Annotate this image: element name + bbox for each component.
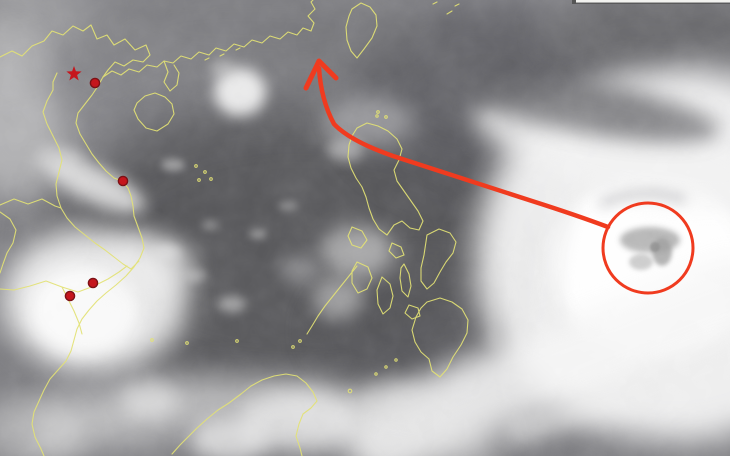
forecast-track-line bbox=[316, 65, 611, 230]
islands-paracel bbox=[194, 164, 213, 182]
island-luzon bbox=[347, 122, 424, 236]
city-dot-marker bbox=[117, 175, 129, 187]
peninsula-leizhou bbox=[163, 60, 180, 92]
coastline-borders bbox=[0, 0, 469, 456]
track-arrowhead-icon bbox=[303, 58, 339, 91]
border-china-vietnam bbox=[0, 24, 151, 78]
island-palawan bbox=[306, 265, 358, 335]
city-dot-marker bbox=[87, 277, 99, 289]
island-cebu bbox=[399, 263, 412, 298]
city-dot-marker bbox=[89, 77, 101, 89]
top-edge-artifact bbox=[572, 0, 730, 4]
city-dot-marker bbox=[64, 290, 76, 302]
islands-sulu bbox=[291, 339, 398, 376]
islands-south-sea bbox=[150, 338, 353, 394]
coastal-islets bbox=[204, 1, 460, 61]
islands-batanes bbox=[375, 110, 388, 119]
coast-gulf-of-thailand bbox=[0, 211, 17, 274]
island-hainan bbox=[133, 92, 175, 132]
star-marker bbox=[66, 66, 82, 81]
coast-vietnam bbox=[31, 76, 145, 456]
island-mindoro bbox=[347, 226, 368, 249]
coast-south-china bbox=[102, 0, 316, 78]
border-laos bbox=[42, 72, 140, 270]
island-masbate bbox=[388, 242, 405, 259]
typhoon-eye-circle bbox=[601, 201, 695, 295]
coast-borneo bbox=[171, 373, 318, 456]
typhoon-annotation-layer bbox=[303, 58, 695, 295]
island-taiwan bbox=[345, 2, 378, 59]
island-negros bbox=[376, 276, 394, 315]
island-samar-leyte bbox=[420, 228, 457, 290]
island-mindanao bbox=[411, 297, 469, 378]
location-markers bbox=[64, 66, 129, 302]
